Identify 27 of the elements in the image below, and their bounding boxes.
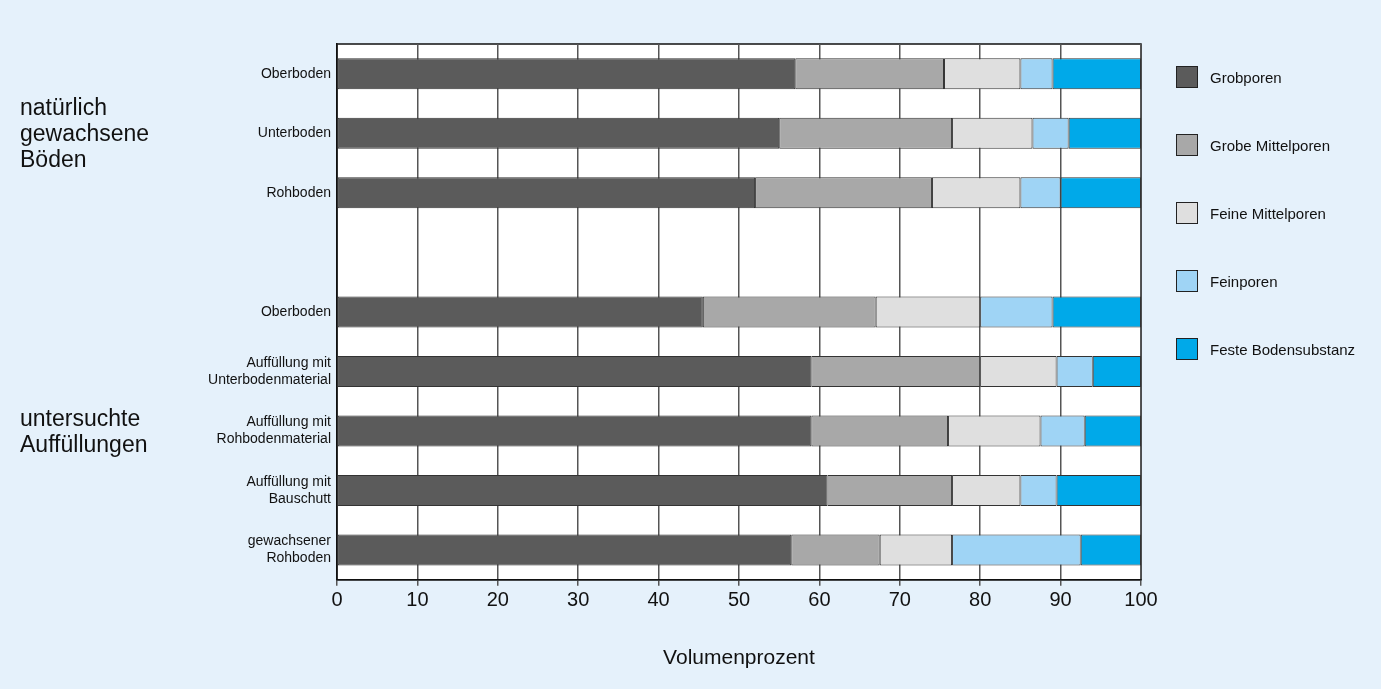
y-tick-label: Unterboden [257, 124, 331, 141]
x-tick-label: 70 [888, 588, 911, 611]
x-tick-label: 30 [567, 588, 590, 611]
x-tick-label: 0 [331, 588, 343, 611]
legend-label: Feinporen [1210, 272, 1278, 290]
legend-label: Feine Mittelporen [1210, 204, 1326, 222]
legend-label: Grobe Mittelporen [1210, 136, 1331, 154]
x-tick-label: 90 [1049, 588, 1072, 611]
y-tick-label: Rohboden [266, 183, 331, 200]
legend-label: Feste Bodensubstanz [1210, 340, 1356, 358]
text: natürlich gewachsene Böden [20, 94, 151, 173]
legend-label: Grobporen [1210, 68, 1282, 86]
x-tick-label: 40 [647, 588, 670, 611]
x-tick-label: 100 [1124, 588, 1158, 611]
text: untersuchte Auffüllungen [20, 404, 149, 457]
x-tick-label: 20 [486, 588, 509, 611]
x-tick-label: 80 [969, 588, 992, 611]
y-tick-label: Auffüllung mit Rohbodenmaterial [216, 413, 332, 447]
y-tick-label: gewachsener Rohboden [247, 532, 332, 566]
x-tick-label: 50 [727, 588, 751, 611]
x-axis-title: Volumenprozent [663, 645, 816, 669]
x-tick-label: 10 [406, 588, 429, 611]
y-tick-label: Auffüllung mit Unterbodenmaterial [208, 353, 332, 387]
y-tick-label: Oberboden [260, 64, 331, 81]
y-tick-label: Oberboden [260, 302, 331, 319]
x-tick-label: 60 [808, 588, 831, 611]
y-tick-label: Auffüllung mit Bauschutt [246, 472, 332, 506]
